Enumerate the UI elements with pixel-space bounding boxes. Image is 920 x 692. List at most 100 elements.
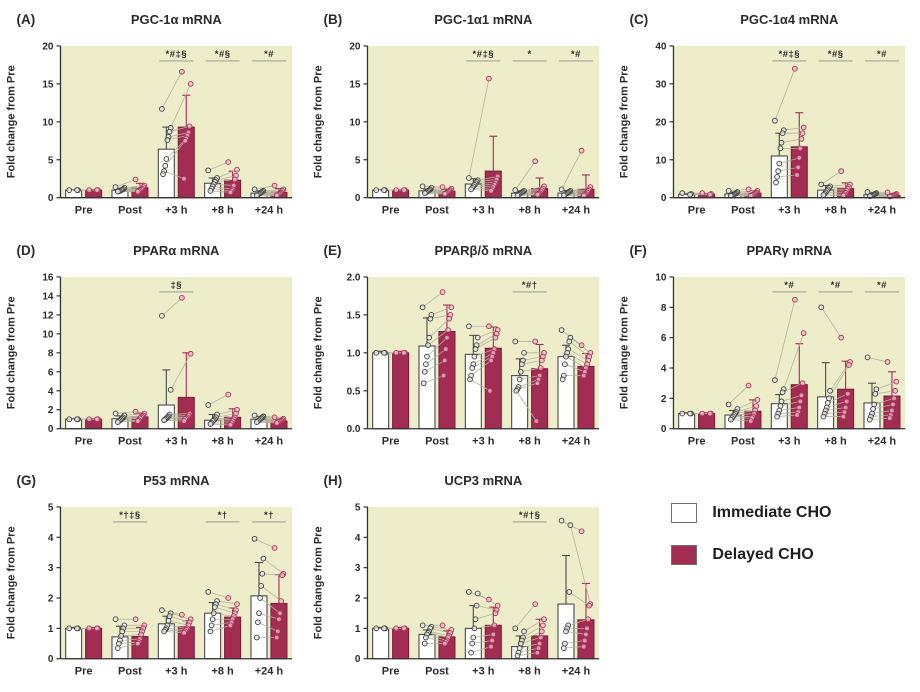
x-tick-label: Pre bbox=[381, 205, 399, 217]
y-tick-label: 8 bbox=[48, 348, 54, 359]
data-point bbox=[393, 187, 399, 193]
pair-line bbox=[471, 640, 492, 645]
data-point bbox=[211, 604, 218, 611]
pair-line bbox=[470, 646, 491, 654]
significance-label: *# bbox=[877, 280, 887, 291]
pair-line bbox=[731, 418, 752, 422]
data-point bbox=[873, 386, 880, 392]
data-point bbox=[271, 182, 278, 189]
pair-line bbox=[520, 367, 541, 372]
data-point bbox=[94, 416, 100, 422]
pair-line bbox=[426, 634, 447, 642]
panel-title: P53 mRNA bbox=[143, 473, 210, 488]
data-point bbox=[441, 191, 448, 197]
data-point bbox=[885, 358, 891, 365]
x-tick-label: +3 h bbox=[165, 435, 188, 447]
pair-line bbox=[169, 125, 190, 133]
pair-line bbox=[168, 620, 189, 627]
data-point bbox=[400, 349, 407, 356]
data-point bbox=[251, 536, 258, 542]
data-point bbox=[253, 634, 260, 641]
pair-line bbox=[828, 393, 849, 403]
x-tick-label: Pre bbox=[75, 435, 93, 447]
data-point bbox=[726, 401, 732, 407]
data-point bbox=[538, 357, 545, 363]
data-point bbox=[86, 625, 93, 632]
data-point bbox=[225, 391, 232, 398]
data-point bbox=[560, 645, 567, 652]
data-point bbox=[562, 628, 569, 635]
data-point bbox=[380, 349, 387, 356]
pair-line bbox=[164, 631, 185, 634]
data-point bbox=[845, 390, 851, 397]
data-point bbox=[794, 172, 801, 178]
panel-letter: (H) bbox=[323, 473, 342, 488]
data-point bbox=[116, 641, 122, 647]
pair-line bbox=[875, 390, 896, 394]
pair-line bbox=[475, 613, 496, 620]
data-point bbox=[231, 176, 238, 183]
data-point bbox=[580, 372, 587, 379]
y-tick-label: 3 bbox=[355, 563, 361, 574]
data-point bbox=[687, 410, 694, 417]
data-point bbox=[517, 641, 524, 647]
y-tick-label: 5 bbox=[48, 503, 54, 514]
y-tick-label: 1 bbox=[48, 624, 54, 635]
chart-d: 0 2 4 6 8 10 12 14 16 Pre Post +3 h +8 h +24 h ‡§ PPARα… bbox=[6, 243, 293, 447]
data-point bbox=[161, 416, 167, 423]
pair-line bbox=[867, 356, 888, 362]
data-point bbox=[699, 410, 706, 417]
x-tick-label: Post bbox=[118, 435, 142, 447]
data-point bbox=[207, 420, 214, 427]
data-point bbox=[444, 326, 451, 333]
pair-line bbox=[826, 400, 848, 408]
x-tick-label: Pre bbox=[75, 666, 93, 678]
panel-title: PPARγ mRNA bbox=[747, 243, 833, 258]
x-tick-label: +24 h bbox=[255, 435, 284, 447]
data-point bbox=[441, 357, 448, 363]
pair-line bbox=[520, 637, 541, 645]
data-point bbox=[132, 616, 139, 623]
data-point bbox=[494, 603, 501, 609]
x-tick-label: Post bbox=[425, 435, 449, 447]
pair-line bbox=[254, 185, 275, 190]
data-point bbox=[225, 159, 232, 165]
data-point bbox=[273, 634, 280, 641]
data-point bbox=[561, 641, 568, 647]
data-point bbox=[796, 155, 803, 161]
data-point bbox=[533, 417, 539, 424]
pair-line bbox=[119, 638, 140, 642]
bar-delayed-Pre bbox=[85, 628, 103, 660]
pair-line bbox=[212, 185, 233, 190]
pair-line bbox=[216, 169, 238, 179]
data-point bbox=[561, 361, 568, 367]
y-tick-label: 30 bbox=[656, 79, 668, 90]
data-point bbox=[424, 342, 431, 348]
data-point bbox=[567, 522, 573, 529]
pair-line bbox=[515, 390, 537, 422]
data-point bbox=[159, 312, 165, 319]
significance-label: *#†§ bbox=[519, 510, 540, 521]
data-point bbox=[393, 349, 399, 356]
data-point bbox=[865, 354, 871, 360]
data-point bbox=[179, 612, 185, 618]
data-point bbox=[485, 323, 492, 329]
data-point bbox=[114, 418, 121, 425]
data-point bbox=[827, 387, 834, 394]
x-tick-label: Post bbox=[425, 666, 449, 678]
data-point bbox=[439, 184, 446, 190]
data-point bbox=[890, 401, 897, 407]
bar-immediate-Pre bbox=[371, 628, 389, 660]
pair-line bbox=[474, 336, 496, 350]
y-tick-label: 0 bbox=[48, 424, 54, 435]
pair-line bbox=[737, 399, 758, 410]
pair-line bbox=[779, 406, 800, 411]
data-point bbox=[400, 187, 407, 193]
bar-delayed-Post bbox=[438, 330, 456, 429]
pair-line bbox=[781, 138, 802, 144]
data-point bbox=[162, 162, 169, 169]
data-point bbox=[467, 650, 474, 656]
pair-line bbox=[161, 71, 183, 110]
data-point bbox=[872, 390, 879, 397]
plot-area bbox=[367, 45, 599, 198]
